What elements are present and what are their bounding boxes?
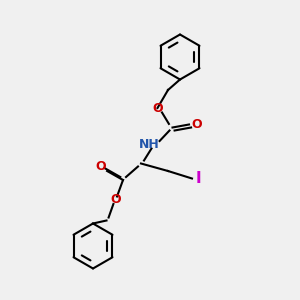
Text: I: I <box>196 171 201 186</box>
Text: O: O <box>95 160 106 173</box>
Text: NH: NH <box>139 137 160 151</box>
Text: O: O <box>110 193 121 206</box>
Text: O: O <box>191 118 202 131</box>
Text: O: O <box>152 101 163 115</box>
